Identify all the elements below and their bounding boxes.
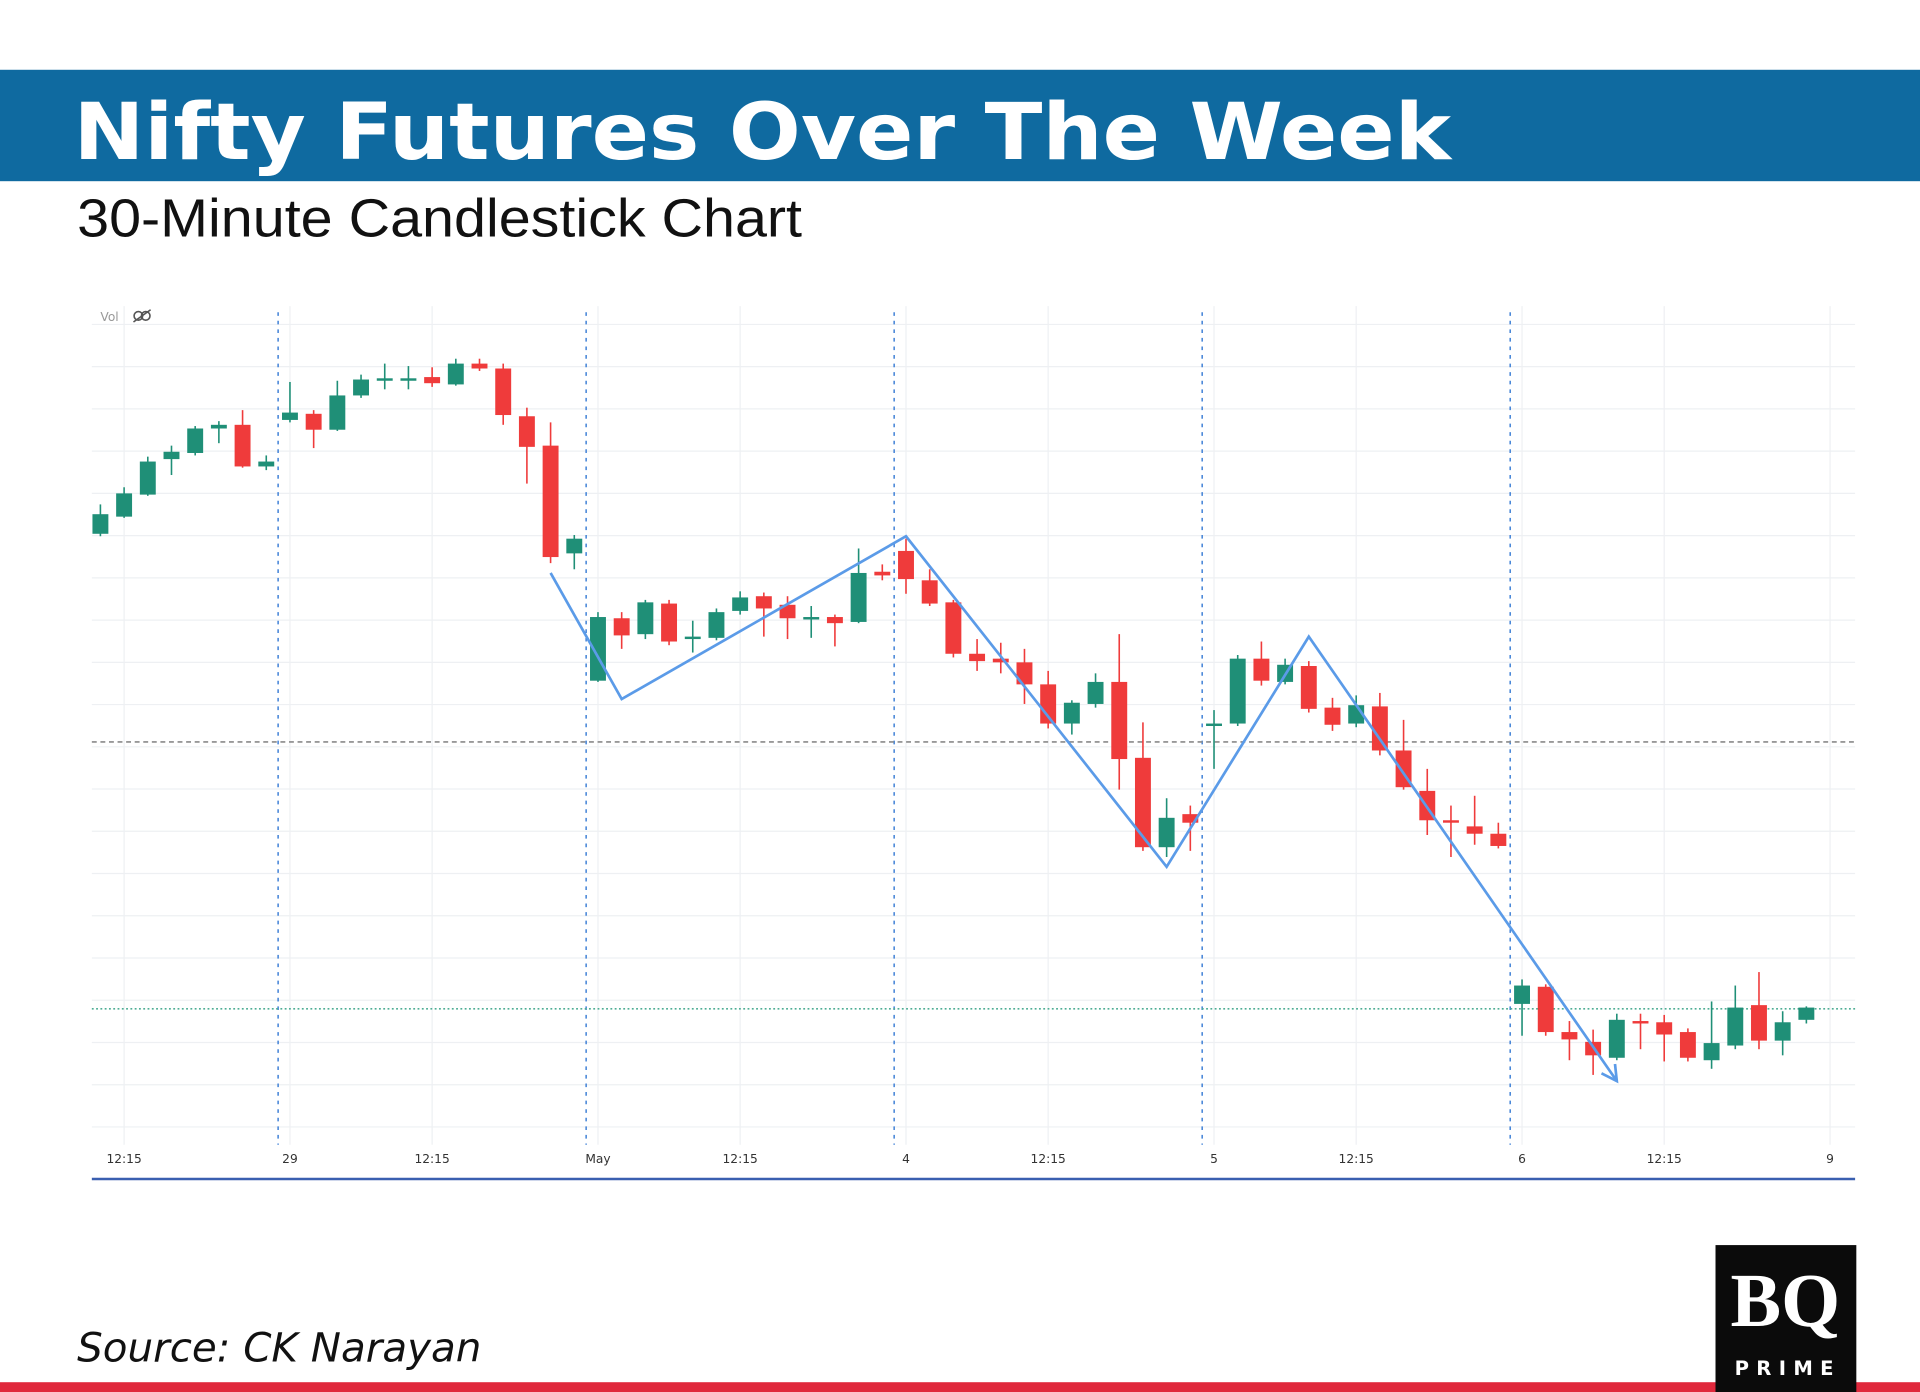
plot	[92, 358, 1815, 1084]
candle-body	[1016, 662, 1033, 685]
candle-body	[1087, 681, 1104, 704]
x-tick-label: 9	[1826, 1152, 1834, 1166]
candle-body	[779, 604, 796, 619]
candle-body	[329, 395, 346, 430]
x-tick-label: 12:15	[1031, 1152, 1066, 1166]
x-tick-label: 12:15	[723, 1152, 758, 1166]
candle-body	[1182, 814, 1199, 823]
x-tick-label: 12:15	[1647, 1152, 1682, 1166]
volume-label: Vol	[100, 310, 118, 324]
candle-body	[874, 571, 891, 576]
logo-box	[1715, 1245, 1857, 1392]
candle-body	[1371, 706, 1388, 751]
candle-body	[1443, 820, 1459, 823]
eye-icon	[133, 309, 152, 323]
candle-body	[1679, 1032, 1696, 1058]
candle-body	[1727, 1007, 1744, 1046]
candle-body	[898, 550, 914, 580]
candle-body	[376, 378, 393, 381]
trend-arrowhead	[1600, 1063, 1619, 1084]
candle-body	[921, 580, 938, 604]
chart-title: Nifty Futures Over The Week	[73, 87, 1453, 178]
candle-body	[1751, 1005, 1767, 1041]
candle-body	[163, 451, 180, 460]
candle-body	[471, 363, 488, 369]
grid: 12:15 29 12:15 May 12:15 4 12:15 5 12:15 6 12:15 9	[91, 306, 1856, 1166]
trend-zigzag	[549, 534, 1618, 1082]
candle-body	[1466, 826, 1483, 834]
candle-body	[353, 379, 369, 396]
x-tick-label: 12:15	[1339, 1152, 1374, 1166]
logo-name: PRIME	[1735, 1357, 1841, 1380]
x-tick-label: 29	[282, 1152, 298, 1166]
logo-mark: BQ	[1730, 1259, 1840, 1343]
candle-body	[116, 493, 133, 517]
candle-body	[755, 596, 772, 609]
candle-body	[850, 572, 867, 622]
candle-body	[1608, 1019, 1625, 1058]
candle-body	[992, 658, 1009, 663]
candle-body	[1490, 833, 1507, 846]
candle-body	[1632, 1021, 1649, 1024]
candle-body	[518, 416, 535, 447]
candle-body	[1514, 985, 1530, 1004]
candle-body	[1300, 666, 1317, 709]
candle-body	[1040, 684, 1057, 724]
candle-body	[1134, 757, 1151, 848]
candle-body	[1253, 658, 1270, 681]
candle-body	[234, 424, 251, 467]
candle-body	[684, 636, 701, 640]
candle-body	[826, 617, 843, 624]
candle-body	[542, 445, 559, 558]
candle-body	[945, 602, 962, 654]
candle-body	[1537, 986, 1554, 1033]
candle-body	[92, 514, 109, 534]
candle-body	[1324, 707, 1341, 725]
candle-body	[305, 413, 322, 430]
candle-body	[1111, 681, 1128, 760]
candle-body	[187, 428, 204, 453]
candle-body	[1656, 1022, 1673, 1035]
candle-body	[1063, 702, 1080, 724]
candle-body	[708, 612, 725, 638]
candle-body	[969, 653, 986, 662]
candle-body	[637, 602, 654, 635]
candle-body	[258, 461, 275, 467]
candle-body	[613, 618, 630, 636]
candle-body	[495, 368, 512, 416]
candle-body	[139, 461, 156, 495]
candle-body	[1774, 1022, 1791, 1041]
candle-body	[447, 363, 464, 385]
x-tick-label: 5	[1210, 1152, 1218, 1166]
candle-body	[400, 378, 417, 381]
title-band	[0, 69, 1920, 182]
candle-body	[1206, 723, 1222, 726]
x-tick-label: May	[585, 1152, 610, 1166]
candle-body	[803, 617, 820, 620]
x-tick-label: 12:15	[414, 1152, 449, 1166]
chart-subtitle: 30-Minute Candlestick Chart	[77, 188, 802, 248]
footer-bar	[0, 1382, 1920, 1392]
candle-body	[1229, 658, 1246, 724]
candle-body	[1158, 817, 1175, 848]
x-tick-label: 12:15	[106, 1152, 141, 1166]
candle-body	[210, 424, 227, 429]
x-tick-label: 6	[1518, 1152, 1526, 1166]
candle-body	[661, 603, 678, 642]
source-note: Source: CK Narayan	[77, 1323, 481, 1371]
x-tick-label: 4	[902, 1152, 910, 1166]
candle-body	[1703, 1043, 1720, 1061]
candle-body	[566, 538, 583, 554]
candle-body	[732, 597, 749, 611]
candle-body	[1798, 1007, 1815, 1020]
candle-body	[1561, 1032, 1578, 1040]
candle-body	[424, 377, 441, 384]
candle-body	[282, 412, 298, 420]
